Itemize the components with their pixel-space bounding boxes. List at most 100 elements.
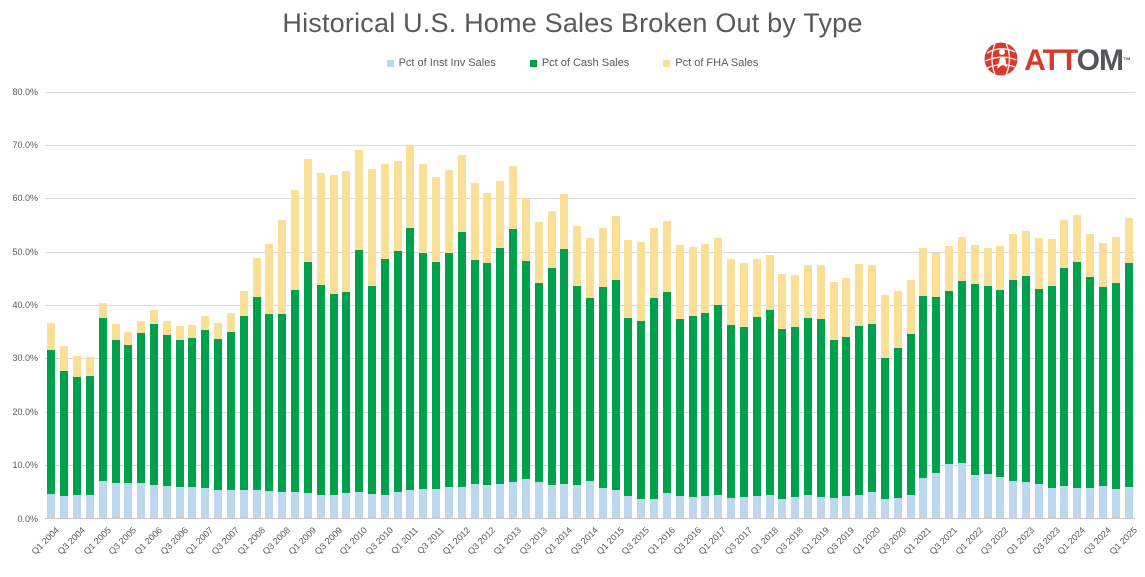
bar-segment-pct-of-cash-sales[interactable] [534,282,543,483]
bar-segment-pct-of-fha-sales[interactable] [919,247,928,296]
bar-Q4-2007[interactable] [239,91,248,518]
bar-segment-pct-of-cash-sales[interactable] [957,281,966,463]
bar-segment-pct-of-fha-sales[interactable] [778,274,787,330]
bar-segment-pct-of-fha-sales[interactable] [406,145,415,228]
bar-segment-pct-of-fha-sales[interactable] [650,227,659,299]
bar-segment-pct-of-inst-inv-sales[interactable] [996,477,1005,518]
bar-segment-pct-of-fha-sales[interactable] [624,239,633,319]
bar-segment-pct-of-fha-sales[interactable] [150,310,158,325]
bar-segment-pct-of-cash-sales[interactable] [804,318,812,495]
bar-Q1-2005[interactable] [98,91,107,518]
bar-segment-pct-of-inst-inv-sales[interactable] [509,482,518,518]
bar-segment-pct-of-inst-inv-sales[interactable] [380,495,389,518]
bar-segment-pct-of-inst-inv-sales[interactable] [162,485,171,518]
bar-Q2-2022[interactable] [983,91,992,518]
bar-segment-pct-of-cash-sales[interactable] [714,305,723,495]
bar-segment-pct-of-fha-sales[interactable] [380,163,389,260]
bar-segment-pct-of-cash-sales[interactable] [970,284,979,476]
bar-segment-pct-of-fha-sales[interactable] [829,281,838,340]
bar-segment-pct-of-cash-sales[interactable] [393,251,402,492]
bar-Q2-2008[interactable] [265,91,274,518]
bar-segment-pct-of-fha-sales[interactable] [188,325,197,338]
bar-segment-pct-of-fha-sales[interactable] [996,245,1005,290]
bar-Q3-2014[interactable] [586,91,594,518]
bar-segment-pct-of-cash-sales[interactable] [444,252,453,487]
bar-Q4-2013[interactable] [547,91,556,518]
bar-segment-pct-of-inst-inv-sales[interactable] [124,483,133,518]
bar-segment-pct-of-cash-sales[interactable] [85,376,94,496]
bar-segment-pct-of-fha-sales[interactable] [444,170,453,253]
bar-Q4-2016[interactable] [701,91,710,518]
bar-segment-pct-of-fha-sales[interactable] [60,346,69,371]
bar-segment-pct-of-cash-sales[interactable] [432,262,441,489]
bar-segment-pct-of-inst-inv-sales[interactable] [893,498,902,518]
bar-segment-pct-of-cash-sales[interactable] [778,329,787,499]
bar-segment-pct-of-inst-inv-sales[interactable] [688,497,697,518]
bar-Q1-2019[interactable] [816,91,825,518]
bar-segment-pct-of-cash-sales[interactable] [1124,262,1133,487]
bar-segment-pct-of-inst-inv-sales[interactable] [855,495,864,518]
bar-segment-pct-of-inst-inv-sales[interactable] [739,497,748,518]
bar-segment-pct-of-fha-sales[interactable] [932,253,941,297]
bar-Q1-2011[interactable] [406,91,415,518]
bar-segment-pct-of-cash-sales[interactable] [1009,280,1018,481]
bar-segment-pct-of-inst-inv-sales[interactable] [291,492,300,518]
bar-segment-pct-of-fha-sales[interactable] [714,237,723,306]
bar-Q2-2012[interactable] [470,91,479,518]
bar-segment-pct-of-fha-sales[interactable] [752,258,761,317]
bar-segment-pct-of-cash-sales[interactable] [73,376,82,496]
bar-segment-pct-of-inst-inv-sales[interactable] [1022,482,1030,518]
bar-segment-pct-of-inst-inv-sales[interactable] [932,472,941,518]
bar-segment-pct-of-inst-inv-sales[interactable] [842,496,851,518]
bar-Q4-2005[interactable] [137,91,146,518]
bar-segment-pct-of-fha-sales[interactable] [662,220,671,292]
bar-segment-pct-of-fha-sales[interactable] [842,277,851,337]
bar-segment-pct-of-cash-sales[interactable] [368,286,376,494]
bar-segment-pct-of-inst-inv-sales[interactable] [727,497,736,518]
bar-Q4-2012[interactable] [496,91,505,518]
bar-Q4-2010[interactable] [393,91,402,518]
bar-Q2-2004[interactable] [60,91,69,518]
bar-segment-pct-of-inst-inv-sales[interactable] [637,499,646,518]
bar-segment-pct-of-inst-inv-sales[interactable] [470,484,479,518]
bar-segment-pct-of-cash-sales[interactable] [509,229,518,483]
bar-segment-pct-of-inst-inv-sales[interactable] [329,494,338,518]
bar-Q1-2013[interactable] [509,91,518,518]
bar-segment-pct-of-cash-sales[interactable] [611,279,620,491]
bar-segment-pct-of-cash-sales[interactable] [47,349,56,494]
bar-segment-pct-of-inst-inv-sales[interactable] [1086,488,1095,518]
bar-segment-pct-of-cash-sales[interactable] [316,284,325,495]
bar-segment-pct-of-fha-sales[interactable] [547,211,556,269]
bar-Q2-2007[interactable] [214,91,223,518]
bar-Q2-2019[interactable] [829,91,838,518]
bar-segment-pct-of-fha-sales[interactable] [419,164,428,253]
bar-segment-pct-of-cash-sales[interactable] [1034,288,1043,485]
bar-segment-pct-of-fha-sales[interactable] [675,245,684,320]
bar-segment-pct-of-cash-sales[interactable] [945,290,954,465]
bar-segment-pct-of-inst-inv-sales[interactable] [778,498,787,518]
bar-Q1-2020[interactable] [868,91,877,518]
bar-segment-pct-of-fha-sales[interactable] [701,244,710,313]
bar-segment-pct-of-cash-sales[interactable] [303,262,312,494]
bar-segment-pct-of-inst-inv-sales[interactable] [752,495,761,518]
bar-Q3-2008[interactable] [278,91,287,518]
bar-Q2-2006[interactable] [162,91,171,518]
bar-segment-pct-of-cash-sales[interactable] [752,316,761,496]
bar-segment-pct-of-fha-sales[interactable] [278,219,287,315]
bar-segment-pct-of-fha-sales[interactable] [316,173,325,285]
bar-segment-pct-of-cash-sales[interactable] [355,250,364,492]
bar-segment-pct-of-fha-sales[interactable] [791,275,800,327]
bar-Q2-2015[interactable] [624,91,633,518]
bar-segment-pct-of-fha-sales[interactable] [496,180,505,249]
bar-Q2-2011[interactable] [419,91,428,518]
bar-segment-pct-of-inst-inv-sales[interactable] [188,486,197,518]
bar-segment-pct-of-fha-sales[interactable] [509,166,518,230]
bar-Q1-2006[interactable] [150,91,158,518]
bar-segment-pct-of-cash-sales[interactable] [291,289,300,493]
bar-segment-pct-of-cash-sales[interactable] [637,321,646,500]
bar-segment-pct-of-inst-inv-sales[interactable] [906,494,915,518]
bar-segment-pct-of-fha-sales[interactable] [573,226,582,286]
bar-segment-pct-of-fha-sales[interactable] [252,258,261,297]
bar-segment-pct-of-cash-sales[interactable] [252,296,261,491]
bar-segment-pct-of-cash-sales[interactable] [906,334,915,495]
